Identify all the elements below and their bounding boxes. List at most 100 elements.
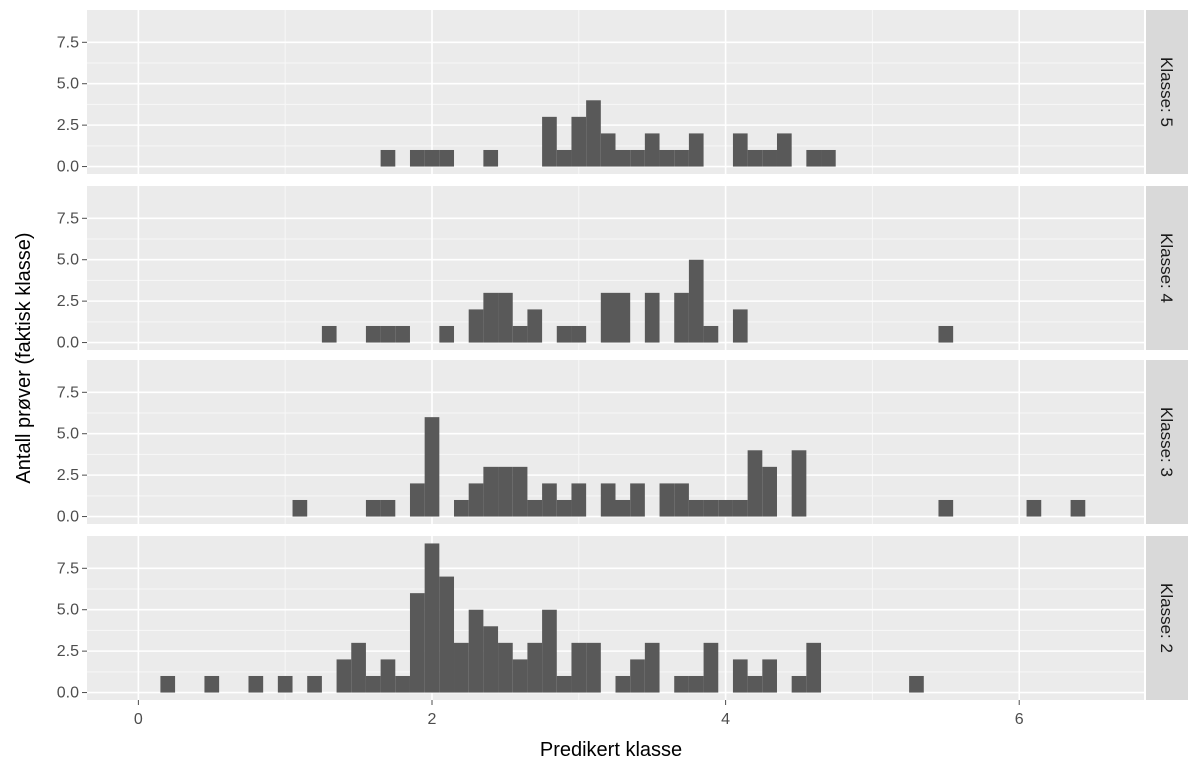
histogram-bar — [160, 675, 176, 693]
histogram-bar — [674, 292, 689, 343]
y-tick-label: 5.0 — [57, 76, 79, 93]
histogram-bar — [483, 149, 499, 167]
facet-strip — [1146, 10, 1188, 174]
histogram-bar — [439, 325, 455, 343]
x-tick-label: 4 — [721, 711, 730, 728]
panel-background — [87, 536, 1144, 700]
histogram-bar — [571, 325, 587, 343]
histogram-bar — [409, 149, 425, 167]
histogram-bar — [483, 466, 499, 517]
histogram-bar — [380, 149, 396, 167]
facet-strip-label: Klasse: 3 — [1157, 407, 1176, 477]
histogram-bar — [762, 659, 777, 693]
histogram-bar — [688, 499, 704, 517]
histogram-bar — [703, 499, 719, 517]
histogram-bar — [424, 417, 440, 517]
histogram-bar — [498, 642, 513, 693]
histogram-bar — [762, 466, 777, 517]
histogram-bar — [747, 149, 763, 167]
histogram-bar — [365, 499, 381, 517]
histogram-bar — [454, 499, 469, 517]
histogram-bar — [454, 642, 469, 693]
histogram-bar — [395, 325, 410, 343]
histogram-bar — [571, 642, 587, 693]
y-tick-label: 0.0 — [57, 159, 79, 176]
histogram-bar — [586, 642, 601, 693]
histogram-bar — [659, 149, 675, 167]
histogram-bar — [292, 499, 308, 517]
histogram-bar — [821, 149, 836, 167]
histogram-bar — [365, 675, 381, 693]
histogram-bar — [718, 499, 733, 517]
histogram-bar — [732, 499, 748, 517]
histogram-bar — [380, 659, 396, 693]
histogram-bar — [498, 292, 513, 343]
histogram-bar — [512, 659, 528, 693]
facet-strip-label: Klasse: 2 — [1157, 583, 1176, 653]
histogram-bar — [395, 675, 410, 693]
histogram-bar — [556, 499, 572, 517]
histogram-bar — [630, 659, 645, 693]
histogram-bar — [806, 642, 822, 693]
histogram-bar — [527, 309, 543, 343]
histogram-bar — [938, 325, 954, 343]
histogram-bar — [600, 483, 616, 517]
histogram-bar — [615, 292, 631, 343]
histogram-bar — [674, 149, 689, 167]
y-tick-label: 7.5 — [57, 384, 79, 401]
histogram-bar — [468, 309, 484, 343]
histogram-bar — [747, 450, 763, 517]
histogram-bar — [380, 325, 396, 343]
histogram-bar — [512, 325, 528, 343]
y-tick-label: 0.0 — [57, 509, 79, 526]
histogram-bar — [248, 675, 264, 693]
histogram-bar — [424, 543, 440, 693]
histogram-bar — [615, 675, 631, 693]
histogram-bar — [571, 116, 587, 167]
histogram-bar — [762, 149, 777, 167]
histogram-bar — [468, 483, 484, 517]
histogram-bar — [468, 609, 484, 693]
histogram-bar — [659, 483, 675, 517]
histogram-bar — [674, 483, 689, 517]
histogram-bar — [732, 309, 748, 343]
facet-panel: 0.0 2.5 5.0 7.5 Klasse: 4 — [57, 186, 1188, 352]
facet-strip — [1146, 536, 1188, 700]
histogram-bar — [424, 149, 440, 167]
y-tick-label: 2.5 — [57, 467, 79, 484]
histogram-bar — [439, 576, 455, 693]
histogram-bar — [380, 499, 396, 517]
histogram-bar — [409, 483, 425, 517]
histogram-bar — [791, 450, 807, 517]
facet-strip — [1146, 186, 1188, 350]
histogram-bar — [776, 133, 792, 167]
histogram-bar — [542, 116, 557, 167]
histogram-bar — [909, 675, 924, 693]
histogram-bar — [1070, 499, 1086, 517]
histogram-bar — [644, 292, 660, 343]
facet-strip-label: Klasse: 4 — [1157, 233, 1176, 303]
y-tick-label: 5.0 — [57, 426, 79, 443]
histogram-bar — [732, 659, 748, 693]
y-tick-label: 5.0 — [57, 252, 79, 269]
histogram-bar — [600, 292, 616, 343]
histogram-bar — [938, 499, 954, 517]
histogram-bar — [527, 642, 543, 693]
y-tick-label: 0.0 — [57, 335, 79, 352]
histogram-bar — [688, 259, 704, 343]
histogram-bar — [688, 675, 704, 693]
facet-strip — [1146, 360, 1188, 524]
histogram-bar — [600, 133, 616, 167]
x-axis-title: Predikert klasse — [540, 739, 682, 761]
histogram-bar — [630, 483, 645, 517]
histogram-bar — [791, 675, 807, 693]
y-tick-label: 5.0 — [57, 602, 79, 619]
histogram-bar — [204, 675, 220, 693]
histogram-bar — [483, 626, 499, 693]
histogram-bar — [556, 325, 572, 343]
y-tick-label: 7.5 — [57, 34, 79, 51]
histogram-bar — [586, 100, 601, 167]
histogram-bar — [747, 675, 763, 693]
histogram-bar — [351, 642, 366, 693]
histogram-bar — [615, 149, 631, 167]
